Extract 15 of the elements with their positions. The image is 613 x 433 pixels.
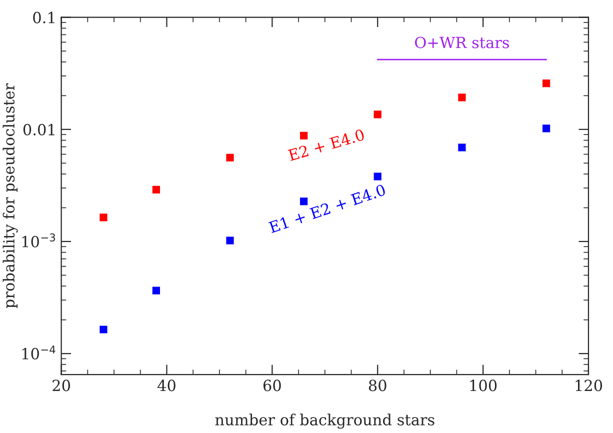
x-tick-label: 100 (470, 380, 497, 392)
text: E1 + E2 + E4.0 (268, 184, 386, 234)
x-tick-label: 120 (576, 380, 602, 392)
y-tick-label: 0.01 (23, 124, 54, 136)
y-axis-title: probability for pseudocluster (2, 83, 18, 308)
x-axis-title: number of background stars (215, 414, 434, 429)
y-tick-label: 10$^{−3}$ (22, 233, 56, 248)
x-tick-label: 20 (52, 380, 70, 392)
text: E2 + E4.0 (288, 128, 365, 162)
annotation: O+WR stars (415, 36, 509, 48)
x-tick-label: 40 (157, 380, 176, 392)
y-tick-label: 10$^{−4}$ (22, 346, 56, 360)
x-tick-label: 80 (368, 380, 386, 392)
x-tick-label: 60 (263, 380, 281, 392)
y-tick-label: 0.1 (33, 12, 54, 24)
